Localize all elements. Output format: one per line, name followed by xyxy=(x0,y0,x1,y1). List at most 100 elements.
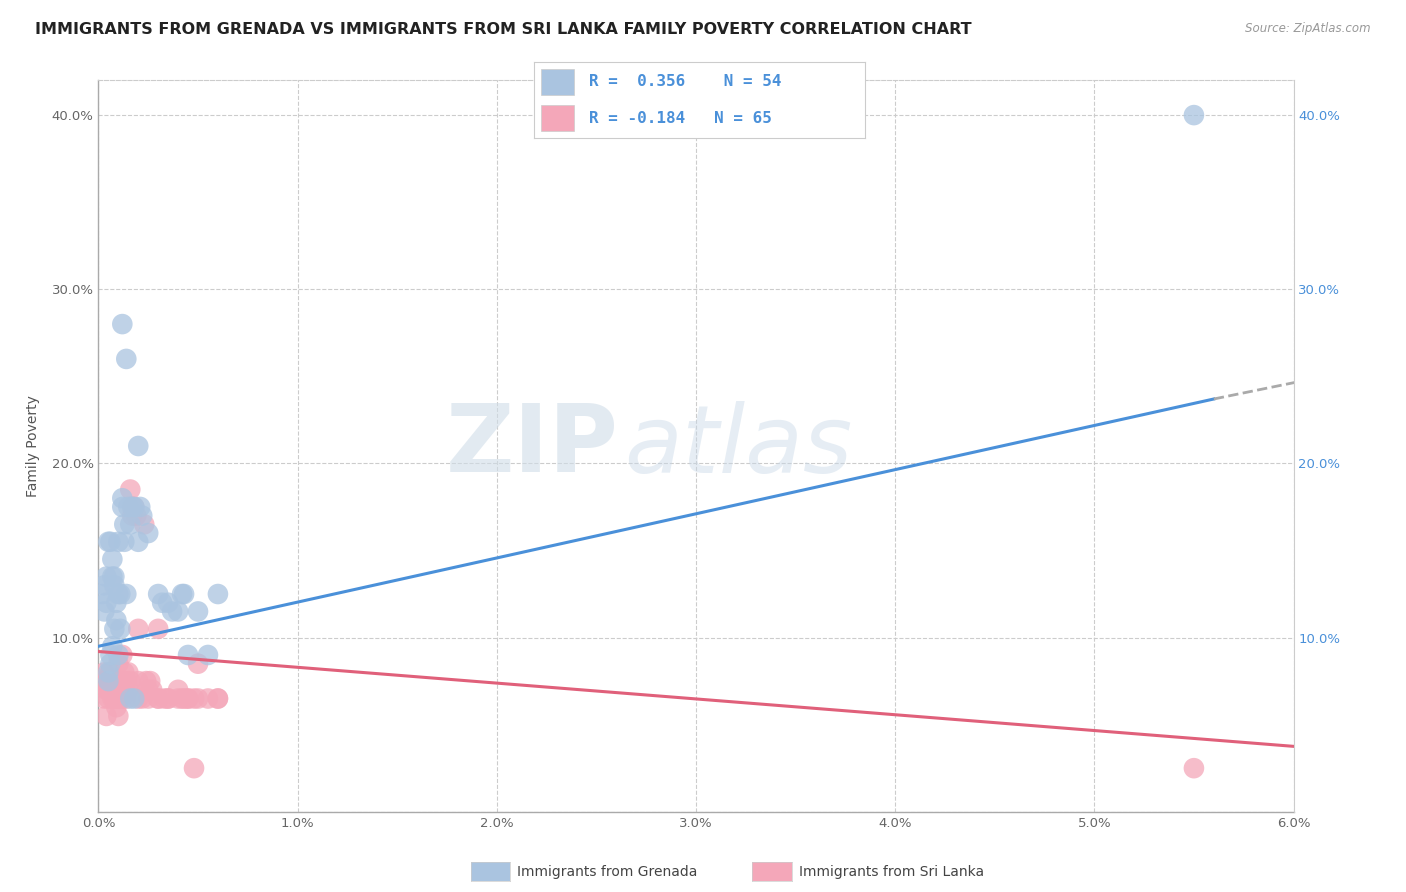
Point xyxy=(115,691,138,706)
Point xyxy=(110,587,132,601)
Point xyxy=(93,665,115,680)
Point xyxy=(107,657,129,671)
Point xyxy=(187,604,209,618)
Point xyxy=(124,500,146,514)
Point xyxy=(101,569,124,583)
Point xyxy=(111,491,134,506)
Point xyxy=(124,691,146,706)
Point xyxy=(98,648,122,662)
Point xyxy=(120,691,142,706)
Point xyxy=(153,691,176,706)
Y-axis label: Family Poverty: Family Poverty xyxy=(27,395,41,497)
Point xyxy=(124,500,146,514)
Point xyxy=(120,517,142,532)
Point xyxy=(107,648,129,662)
Point xyxy=(141,682,163,697)
Point xyxy=(115,351,138,366)
Point xyxy=(105,596,128,610)
Point xyxy=(91,587,114,601)
Point xyxy=(131,691,153,706)
Point xyxy=(167,691,190,706)
Text: Immigrants from Sri Lanka: Immigrants from Sri Lanka xyxy=(799,865,984,880)
Point xyxy=(148,622,170,636)
Point xyxy=(96,596,118,610)
Point xyxy=(150,596,173,610)
Point xyxy=(139,674,162,689)
Point xyxy=(148,587,170,601)
Point xyxy=(157,691,180,706)
Point xyxy=(112,682,135,697)
Point xyxy=(177,648,200,662)
Point xyxy=(111,674,134,689)
Point xyxy=(110,682,132,697)
Point xyxy=(121,500,143,514)
Point xyxy=(183,691,205,706)
Point xyxy=(111,648,134,662)
Point xyxy=(103,674,125,689)
Point xyxy=(101,682,124,697)
Text: Source: ZipAtlas.com: Source: ZipAtlas.com xyxy=(1246,22,1371,36)
Point xyxy=(207,691,229,706)
Point xyxy=(121,500,143,514)
Point xyxy=(172,587,194,601)
Point xyxy=(148,691,170,706)
Point xyxy=(136,526,159,541)
Point xyxy=(134,517,156,532)
Point xyxy=(98,674,122,689)
Point xyxy=(117,665,139,680)
Text: IMMIGRANTS FROM GRENADA VS IMMIGRANTS FROM SRI LANKA FAMILY POVERTY CORRELATION : IMMIGRANTS FROM GRENADA VS IMMIGRANTS FR… xyxy=(35,22,972,37)
Point xyxy=(197,648,219,662)
Point xyxy=(107,534,129,549)
Point xyxy=(136,691,159,706)
Point xyxy=(112,517,135,532)
Point xyxy=(97,682,120,697)
Point xyxy=(112,665,135,680)
Point xyxy=(127,622,149,636)
Point xyxy=(97,674,120,689)
Point xyxy=(93,578,115,592)
Point xyxy=(91,674,114,689)
Point xyxy=(127,439,149,453)
Point xyxy=(93,604,115,618)
Text: R = -0.184   N = 65: R = -0.184 N = 65 xyxy=(589,111,772,126)
Point xyxy=(111,500,134,514)
Point xyxy=(105,682,128,697)
Point xyxy=(207,691,229,706)
Point xyxy=(183,761,205,775)
Point xyxy=(173,587,195,601)
Point xyxy=(96,569,118,583)
Point xyxy=(125,508,148,523)
Point xyxy=(115,587,138,601)
Point xyxy=(117,500,139,514)
Point xyxy=(157,596,180,610)
FancyBboxPatch shape xyxy=(541,105,574,131)
Point xyxy=(98,534,122,549)
Point xyxy=(101,552,124,566)
Point xyxy=(105,700,128,714)
Point xyxy=(110,622,132,636)
Point xyxy=(131,508,153,523)
Text: ZIP: ZIP xyxy=(446,400,619,492)
Point xyxy=(172,691,194,706)
Text: Immigrants from Grenada: Immigrants from Grenada xyxy=(517,865,697,880)
Point xyxy=(97,534,120,549)
Point xyxy=(177,691,200,706)
Point xyxy=(115,674,138,689)
Point xyxy=(207,587,229,601)
Text: atlas: atlas xyxy=(624,401,852,491)
Point xyxy=(121,508,143,523)
Point xyxy=(98,657,122,671)
Point xyxy=(127,534,149,549)
FancyBboxPatch shape xyxy=(541,69,574,95)
Point xyxy=(107,709,129,723)
Point xyxy=(129,500,152,514)
Text: R =  0.356    N = 54: R = 0.356 N = 54 xyxy=(589,74,782,89)
Point xyxy=(187,657,209,671)
Point xyxy=(127,691,149,706)
Point xyxy=(96,682,118,697)
Point xyxy=(97,691,120,706)
Point xyxy=(135,674,157,689)
Point xyxy=(120,483,142,497)
Point xyxy=(148,691,170,706)
Point xyxy=(105,613,128,627)
